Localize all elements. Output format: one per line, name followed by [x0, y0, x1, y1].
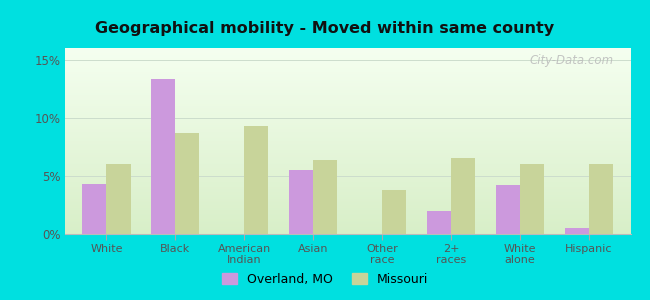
- Bar: [289, 170, 313, 234]
- Legend: Overland, MO, Missouri: Overland, MO, Missouri: [217, 268, 433, 291]
- Bar: [589, 164, 613, 234]
- Bar: [176, 133, 200, 234]
- Bar: [565, 228, 589, 234]
- Bar: [520, 164, 544, 234]
- Bar: [451, 158, 475, 234]
- Bar: [107, 164, 131, 234]
- Text: City-Data.com: City-Data.com: [529, 54, 614, 67]
- Bar: [382, 190, 406, 234]
- Bar: [496, 185, 520, 234]
- Bar: [427, 211, 451, 234]
- Text: Geographical mobility - Moved within same county: Geographical mobility - Moved within sam…: [96, 21, 554, 36]
- Bar: [83, 184, 107, 234]
- Bar: [244, 126, 268, 234]
- Bar: [313, 160, 337, 234]
- Bar: [151, 80, 176, 234]
